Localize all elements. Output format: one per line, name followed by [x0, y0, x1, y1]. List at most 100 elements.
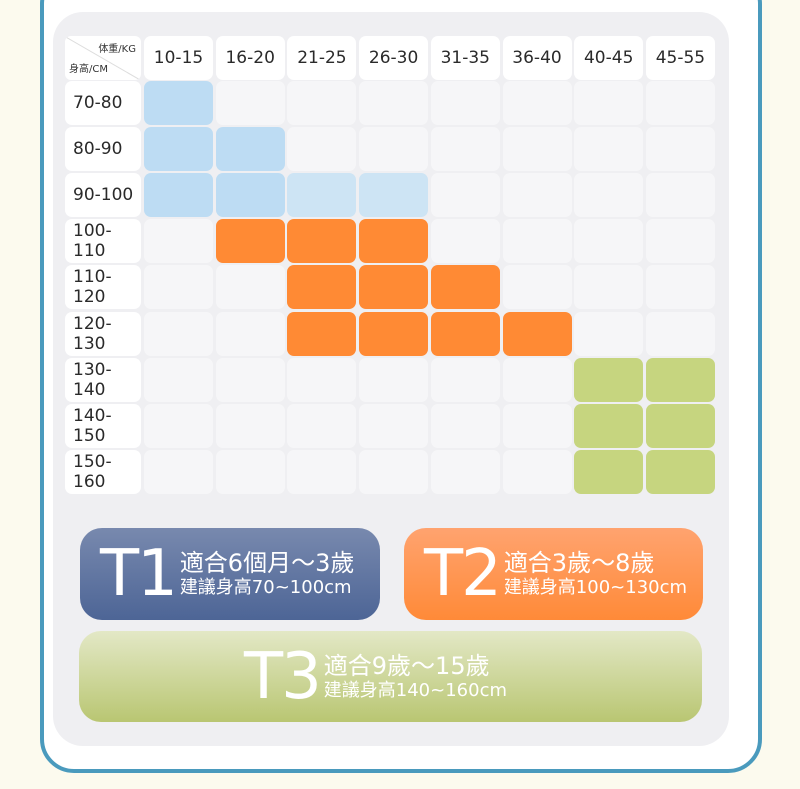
size-code: T1 — [100, 537, 178, 611]
size-cell — [287, 449, 357, 494]
size-cell — [430, 219, 500, 264]
size-cell — [502, 127, 572, 172]
size-cell — [645, 173, 715, 218]
size-cell — [574, 219, 644, 264]
size-cell — [144, 219, 213, 264]
height-row-header: 120-130 — [65, 311, 141, 356]
size-cell-t2 — [287, 311, 357, 356]
size-cell — [215, 357, 285, 402]
size-cell-t1 — [359, 173, 429, 218]
size-cell-t1 — [215, 173, 285, 218]
size-cell-t2 — [430, 311, 500, 356]
height-axis-label: 身高/CM — [69, 64, 108, 75]
table-corner-header: 体重/KG 身高/CM — [65, 36, 141, 80]
size-cell — [502, 449, 572, 494]
size-badge-t3: T3 適合9歲～15歲 建議身高140~160cm — [79, 631, 702, 722]
size-cell — [215, 311, 285, 356]
height-row-header: 150-160 — [65, 449, 141, 494]
size-cell — [287, 403, 357, 448]
size-cell-t3 — [574, 449, 644, 494]
weight-column-header: 45-55 — [645, 36, 715, 80]
height-row-header: 70-80 — [65, 81, 141, 125]
size-cell — [430, 403, 500, 448]
size-cell-t3 — [574, 357, 644, 402]
size-cell — [430, 127, 500, 172]
size-cell — [144, 357, 213, 402]
size-cell — [430, 81, 500, 125]
size-cell — [215, 449, 285, 494]
size-cell-t3 — [645, 403, 715, 448]
size-cell-t1 — [144, 127, 213, 172]
age-range: 適合9歲～15歲 — [323, 651, 490, 680]
size-cell-t1 — [287, 173, 357, 218]
weight-column-header: 36-40 — [502, 36, 572, 80]
size-code: T3 — [243, 639, 322, 714]
height-range: 建議身高100~130cm — [503, 577, 688, 598]
height-row-header: 80-90 — [65, 127, 141, 172]
size-cell-t2 — [430, 265, 500, 310]
size-cell — [502, 173, 572, 218]
height-row-header: 110-120 — [65, 265, 141, 310]
size-cell-t1 — [144, 81, 213, 125]
height-range: 建議身高70~100cm — [179, 577, 352, 598]
size-cell — [502, 403, 572, 448]
height-row-header: 130-140 — [65, 357, 141, 402]
size-cell — [287, 127, 357, 172]
weight-column-header: 31-35 — [430, 36, 500, 80]
size-cell — [574, 127, 644, 172]
size-cell — [144, 265, 213, 310]
size-cell — [645, 311, 715, 356]
size-cell-t2 — [287, 265, 357, 310]
size-cell — [502, 81, 572, 125]
size-cell — [144, 311, 213, 356]
size-cell — [502, 219, 572, 264]
size-cell — [144, 403, 213, 448]
size-cell — [430, 173, 500, 218]
size-code: T2 — [424, 537, 502, 611]
size-cell — [502, 265, 572, 310]
size-cell — [287, 357, 357, 402]
size-cell — [359, 403, 429, 448]
weight-column-header: 21-25 — [287, 36, 357, 80]
height-row-header: 140-150 — [65, 403, 141, 448]
weight-column-header: 40-45 — [574, 36, 644, 80]
size-cell — [645, 265, 715, 310]
size-cell — [574, 81, 644, 125]
weight-column-header: 16-20 — [215, 36, 285, 80]
size-cell — [430, 357, 500, 402]
size-cell-t2 — [287, 219, 357, 264]
size-cell — [359, 127, 429, 172]
weight-column-header: 10-15 — [144, 36, 213, 80]
size-cell — [359, 81, 429, 125]
size-cell — [574, 265, 644, 310]
size-cell — [215, 265, 285, 310]
size-cell — [645, 219, 715, 264]
size-cell — [645, 81, 715, 125]
size-cell-t1 — [144, 173, 213, 218]
size-cell — [502, 357, 572, 402]
size-badge-t1: T1 適合6個月～3歲 建議身高70~100cm — [80, 528, 380, 620]
age-range: 適合6個月～3歲 — [179, 549, 355, 577]
height-row-header: 100-110 — [65, 219, 141, 264]
size-cell-t2 — [215, 219, 285, 264]
size-cell-t2 — [359, 311, 429, 356]
size-cell-t1 — [215, 127, 285, 172]
size-cell-t3 — [645, 357, 715, 402]
height-range: 建議身高140~160cm — [323, 679, 508, 701]
weight-axis-label: 体重/KG — [98, 44, 136, 55]
size-cell — [574, 173, 644, 218]
size-cell — [574, 311, 644, 356]
size-cell-t2 — [502, 311, 572, 356]
size-cell — [215, 403, 285, 448]
size-cell-t3 — [645, 449, 715, 494]
size-cell — [359, 357, 429, 402]
size-cell — [287, 81, 357, 125]
size-cell — [144, 449, 213, 494]
size-cell-t3 — [574, 403, 644, 448]
size-badge-t2: T2 適合3歲～8歲 建議身高100~130cm — [404, 528, 703, 620]
size-cell — [359, 449, 429, 494]
size-cell — [430, 449, 500, 494]
size-cell — [215, 81, 285, 125]
size-cell-t2 — [359, 265, 429, 310]
size-cell — [645, 127, 715, 172]
